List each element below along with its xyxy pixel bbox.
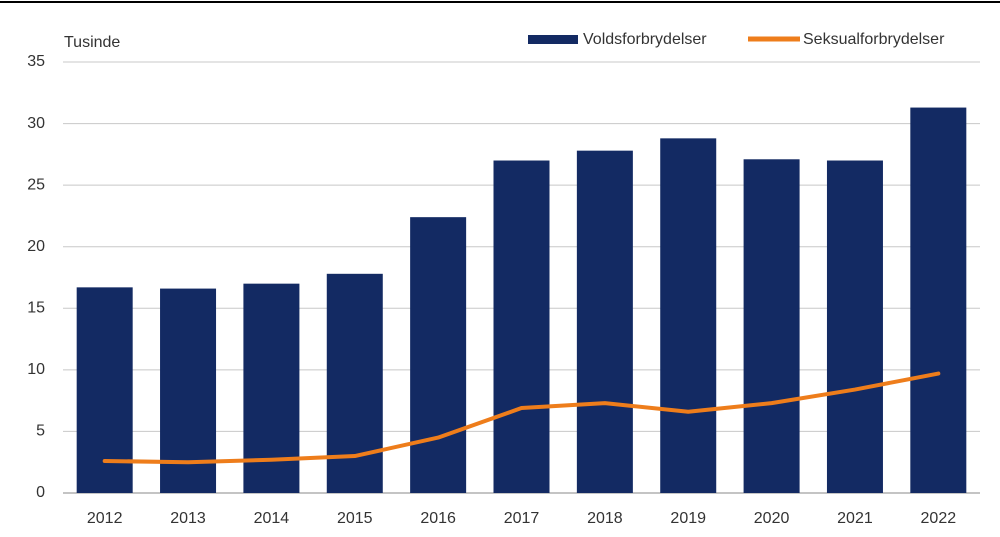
bar — [660, 138, 717, 493]
y-tick-label: 20 — [27, 238, 45, 255]
bar — [76, 287, 133, 493]
y-tick-label: 10 — [27, 361, 45, 378]
y-tick-label: 30 — [27, 115, 45, 132]
bar — [576, 150, 633, 494]
y-tick-label: 0 — [36, 484, 45, 501]
x-tick-label: 2021 — [837, 510, 873, 527]
x-tick-label: 2018 — [587, 510, 623, 527]
x-tick-label: 2016 — [420, 510, 456, 527]
x-tick-label: 2015 — [337, 510, 373, 527]
bar — [326, 273, 383, 493]
x-tick-label: 2019 — [670, 510, 706, 527]
y-tick-label: 35 — [27, 53, 45, 70]
legend-label: Seksualforbrydelser — [803, 31, 945, 48]
bar — [910, 107, 967, 493]
x-tick-label: 2012 — [87, 510, 123, 527]
x-tick-label: 2013 — [170, 510, 206, 527]
x-tick-label: 2020 — [754, 510, 790, 527]
bar — [826, 160, 883, 493]
y-tick-label: 15 — [27, 300, 45, 317]
x-tick-label: 2014 — [254, 510, 290, 527]
bar — [743, 159, 800, 494]
y-tick-label: 25 — [27, 176, 45, 193]
x-tick-label: 2017 — [504, 510, 540, 527]
y-axis-label: Tusinde — [64, 34, 120, 51]
legend-label: Voldsforbrydelser — [583, 31, 707, 48]
bar — [160, 288, 217, 493]
line — [102, 371, 941, 465]
x-tick-label: 2022 — [921, 510, 957, 527]
bar — [410, 217, 467, 493]
y-tick-label: 5 — [36, 423, 45, 440]
bar — [493, 160, 550, 493]
legend-swatch — [528, 35, 578, 44]
